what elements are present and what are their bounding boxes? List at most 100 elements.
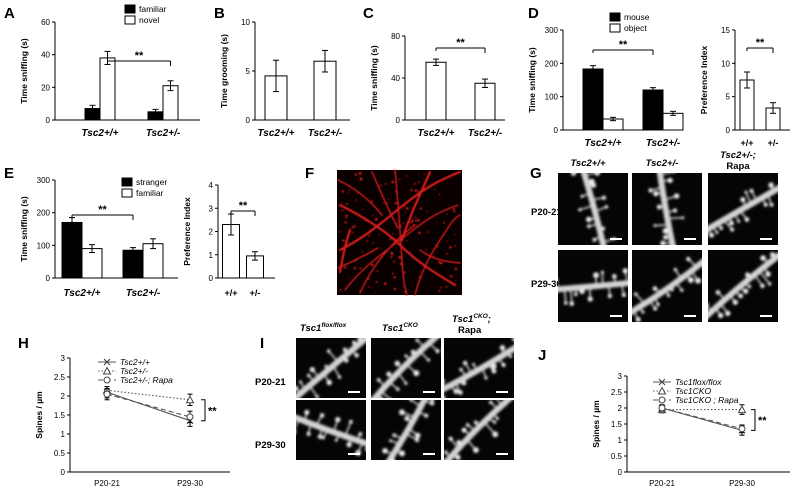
neuron-dendrite bbox=[359, 224, 416, 294]
neuron-puncta bbox=[353, 266, 357, 270]
x-category-label: Tsc2+/+ bbox=[258, 128, 295, 139]
neuron-puncta bbox=[396, 222, 398, 224]
neuron-puncta bbox=[439, 261, 442, 264]
series-line-tsc2 bbox=[106, 389, 191, 401]
neuron-puncta bbox=[372, 242, 374, 244]
panel-label-g: G bbox=[530, 165, 542, 182]
neuron-puncta bbox=[426, 210, 428, 213]
y-tick-label: 80 bbox=[391, 32, 400, 41]
neuron-dendrite bbox=[371, 171, 399, 229]
neuron-puncta bbox=[387, 206, 389, 208]
x-category-label: Tsc2+/- bbox=[126, 288, 161, 299]
bar-a-tsc2-novel bbox=[99, 57, 116, 121]
legend-label-familiar: familiar bbox=[136, 188, 164, 198]
marker-circle bbox=[738, 425, 746, 433]
neuron-puncta bbox=[368, 234, 371, 237]
y-tick-label: 0 bbox=[554, 126, 559, 135]
neuron-puncta bbox=[394, 190, 397, 193]
neuron-puncta bbox=[366, 239, 369, 243]
micrograph-tile bbox=[296, 338, 366, 398]
neuron-dendrite bbox=[338, 228, 352, 274]
neuron-puncta bbox=[417, 218, 420, 222]
x-category-label: Tsc2+/- bbox=[646, 138, 681, 149]
y-tick-label: 20 bbox=[41, 83, 50, 92]
neuron-puncta bbox=[374, 292, 376, 294]
x-category-label: Tsc2+/- bbox=[308, 128, 343, 139]
neuron-puncta bbox=[344, 221, 347, 224]
y-tick-label: 0.5 bbox=[54, 449, 66, 458]
y-axis-label-b: Time grooming (s) bbox=[219, 34, 229, 108]
legend-label-tsc2-rapa: Tsc2+/-; Rapa bbox=[120, 375, 173, 385]
neuron-puncta bbox=[378, 233, 381, 235]
legend-label-familiar: familiar bbox=[139, 4, 167, 14]
x-category-label: Tsc2+/- bbox=[468, 128, 503, 139]
g-row-label-2: P29-30 bbox=[531, 279, 562, 290]
neuron-puncta bbox=[439, 286, 442, 289]
i-col-head-3b: Rapa bbox=[458, 325, 482, 336]
neuron-puncta bbox=[372, 214, 375, 217]
neuron-puncta bbox=[361, 208, 363, 211]
neuron-puncta bbox=[414, 189, 418, 192]
neuron-puncta bbox=[381, 214, 383, 216]
y-tick-label: 4 bbox=[209, 181, 214, 190]
neuron-puncta bbox=[359, 290, 362, 293]
y-tick-label: 3 bbox=[209, 204, 214, 213]
spine-image-grid-i: Tsc1flox/flox Tsc1CKO Tsc1CKO; Rapa P20-… bbox=[255, 313, 514, 460]
neuron-dendrite bbox=[337, 247, 379, 269]
significance-stars: ** bbox=[208, 405, 217, 417]
neuron-puncta bbox=[398, 224, 402, 228]
neuron-puncta bbox=[391, 180, 395, 184]
neuron-puncta bbox=[382, 202, 385, 204]
neuron-puncta bbox=[380, 247, 383, 250]
legend-label-tsc1flox-flox: Tsc1flox/flox bbox=[675, 377, 722, 387]
y-tick-label: 2.5 bbox=[611, 388, 623, 397]
legend-label-object: object bbox=[624, 23, 647, 33]
neuron-puncta bbox=[413, 184, 416, 186]
neuron-puncta bbox=[403, 205, 406, 208]
significance-stars: ** bbox=[758, 415, 767, 427]
neuron-puncta bbox=[380, 256, 383, 259]
neuron-puncta bbox=[339, 289, 342, 292]
neuron-puncta bbox=[434, 188, 436, 191]
y-tick-label: 100 bbox=[545, 93, 559, 102]
neuron-puncta bbox=[419, 207, 423, 210]
series-line-tsc2-rapa bbox=[106, 393, 191, 418]
marker-circle bbox=[186, 413, 194, 421]
significance-stars: ** bbox=[756, 37, 765, 49]
micrograph-tile bbox=[371, 400, 441, 460]
neuron-puncta bbox=[402, 285, 405, 287]
neuron-puncta bbox=[438, 289, 441, 293]
neuron-puncta bbox=[340, 201, 343, 204]
neuron-puncta bbox=[345, 202, 348, 205]
chart-e2: 0 1 2 3 4 Preference Index +/+ +/- ** bbox=[182, 181, 275, 298]
legend-swatch-object bbox=[609, 23, 621, 33]
y-tick-label: 0 bbox=[46, 274, 51, 283]
y-tick-label: 10 bbox=[721, 59, 730, 68]
y-tick-label: 0 bbox=[209, 274, 214, 283]
y-tick-label: 200 bbox=[545, 59, 559, 68]
y-tick-label: 1 bbox=[61, 430, 66, 439]
y-tick-label: 100 bbox=[37, 241, 51, 250]
marker-triangle bbox=[102, 366, 112, 375]
legend-label-novel: novel bbox=[139, 15, 159, 25]
bar-e1-tsc2-stranger bbox=[61, 221, 83, 279]
g-col-head-3: Tsc2+/-; bbox=[720, 150, 756, 161]
neuron-puncta bbox=[379, 175, 381, 177]
neuron-puncta bbox=[399, 262, 402, 266]
legend-swatch-novel bbox=[124, 15, 136, 25]
bar-d1-tsc2-mouse bbox=[582, 68, 604, 131]
y-tick-label: 5 bbox=[726, 93, 731, 102]
g-col-head-1: Tsc2+/+ bbox=[570, 158, 605, 169]
x-category-label: Tsc2+/+ bbox=[418, 128, 455, 139]
neuron-puncta bbox=[410, 188, 413, 192]
chart-h: 0 0.5 1 1.5 2 2.5 3 Spines / µm P20-21 P29-30 Tsc2… bbox=[34, 354, 230, 488]
bar-d1-tsc2-mouse bbox=[642, 89, 664, 131]
neuron-puncta bbox=[402, 222, 405, 225]
panel-label-e: E bbox=[4, 165, 14, 182]
y-tick-label: 0 bbox=[726, 126, 731, 135]
y-tick-label: 0 bbox=[618, 468, 623, 477]
neuron-puncta bbox=[385, 202, 388, 204]
neuron-dendrite bbox=[394, 169, 408, 296]
neuron-puncta bbox=[342, 239, 345, 242]
